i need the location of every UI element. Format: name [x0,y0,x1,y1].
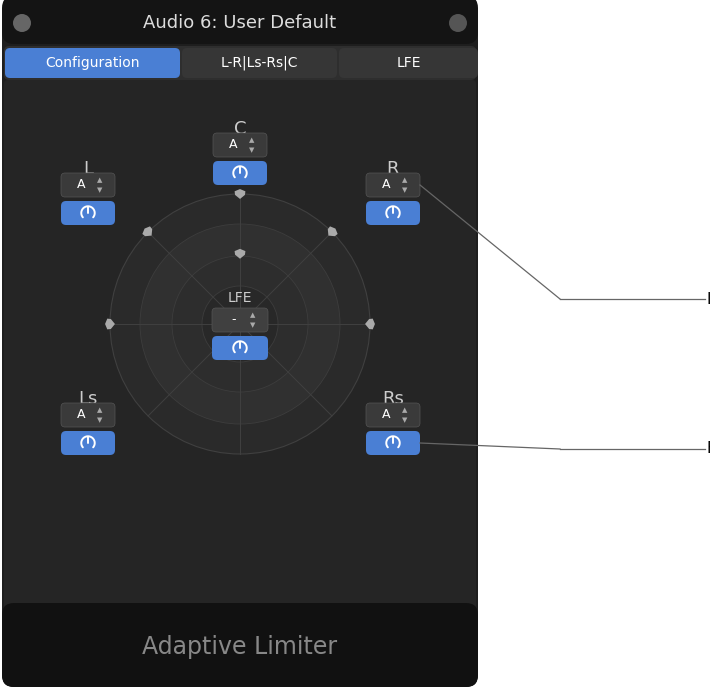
Text: ▼: ▼ [249,147,255,153]
FancyBboxPatch shape [61,173,115,197]
Circle shape [140,224,340,424]
FancyBboxPatch shape [213,133,267,157]
FancyBboxPatch shape [61,201,115,225]
Polygon shape [365,318,375,329]
Text: ▲: ▲ [250,312,255,318]
Text: ▲: ▲ [402,407,408,413]
Text: ▲: ▲ [402,177,408,183]
Text: Ls: Ls [78,390,98,408]
Polygon shape [105,318,115,329]
FancyBboxPatch shape [182,48,337,78]
Circle shape [449,14,467,32]
Text: Link menu: Link menu [707,291,710,307]
FancyBboxPatch shape [212,336,268,360]
Text: ▲: ▲ [97,177,102,183]
Text: ▲: ▲ [249,137,255,143]
FancyBboxPatch shape [2,0,478,44]
Text: Rs: Rs [382,390,404,408]
Text: ▲: ▲ [97,407,102,413]
Text: A: A [77,178,86,192]
Text: Adaptive Limiter: Adaptive Limiter [143,635,337,659]
Polygon shape [234,249,246,259]
Text: Audio 6: User Default: Audio 6: User Default [143,14,337,32]
Text: A: A [382,178,390,192]
Text: ▼: ▼ [402,187,408,193]
Text: R: R [387,160,399,178]
FancyBboxPatch shape [61,431,115,455]
Text: LFE: LFE [228,291,252,305]
FancyBboxPatch shape [2,2,478,687]
Polygon shape [234,189,246,199]
FancyBboxPatch shape [366,431,420,455]
Text: A: A [229,138,238,152]
Circle shape [172,256,308,392]
Polygon shape [142,227,152,236]
Text: A: A [382,409,390,422]
Circle shape [202,286,278,362]
FancyBboxPatch shape [213,161,267,185]
Text: ▼: ▼ [250,322,255,328]
Text: Bypass button: Bypass button [707,442,710,457]
FancyBboxPatch shape [366,403,420,427]
Text: -: - [231,313,236,327]
Text: A: A [77,409,86,422]
FancyBboxPatch shape [5,48,180,78]
Text: L-R|Ls-Rs|C: L-R|Ls-Rs|C [221,56,298,70]
FancyBboxPatch shape [4,46,476,80]
Polygon shape [328,227,338,236]
Text: Configuration: Configuration [45,56,140,70]
FancyBboxPatch shape [339,48,478,78]
Circle shape [13,14,31,32]
Text: ▼: ▼ [97,417,102,423]
Text: ▼: ▼ [97,187,102,193]
FancyBboxPatch shape [366,173,420,197]
FancyBboxPatch shape [2,603,478,687]
Circle shape [110,194,370,454]
FancyBboxPatch shape [4,80,476,609]
Text: L: L [83,160,93,178]
Text: C: C [234,120,246,138]
Text: ▼: ▼ [402,417,408,423]
FancyBboxPatch shape [61,403,115,427]
Text: LFE: LFE [396,56,421,70]
FancyBboxPatch shape [212,308,268,332]
FancyBboxPatch shape [366,201,420,225]
